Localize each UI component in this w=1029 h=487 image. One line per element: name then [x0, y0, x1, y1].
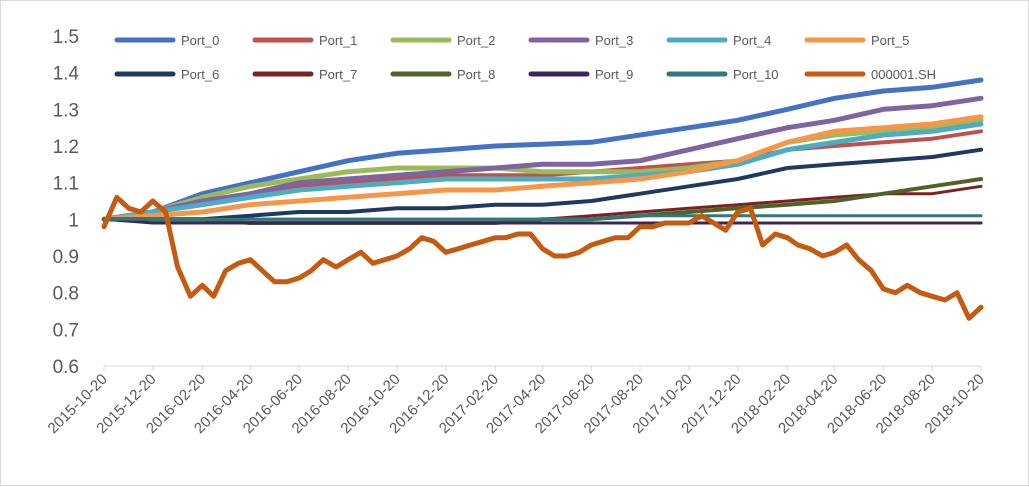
y-tick-label: 1.4 [53, 64, 80, 85]
series-line-port-2 [101, 117, 984, 222]
legend-label: 000001.SH [871, 67, 936, 82]
legend-label: Port_3 [595, 33, 633, 48]
y-tick-label: 1.5 [53, 27, 79, 48]
y-tick-label: 1.2 [53, 137, 79, 158]
series-line-port-10 [102, 214, 983, 221]
legend-label: Port_8 [457, 67, 495, 82]
series-line-port-3 [101, 95, 984, 222]
legend-label: Port_6 [181, 67, 219, 82]
legend-label: Port_1 [319, 33, 357, 48]
x-axis: 2015-10-202015-12-202016-02-202016-04-20… [45, 365, 988, 437]
legend-label: Port_2 [457, 33, 495, 48]
y-tick-label: 1.1 [53, 174, 79, 195]
legend-label: Port_0 [181, 33, 219, 48]
legend-label: Port_5 [871, 33, 909, 48]
legend-label: Port_9 [595, 67, 633, 82]
series-line-port-0 [101, 77, 984, 222]
y-tick-label: 1 [68, 210, 79, 231]
y-tick-label: 0.8 [53, 284, 79, 305]
y-tick-label: 1.3 [53, 100, 79, 121]
y-tick-label: 0.6 [53, 357, 79, 378]
legend-label: Port_7 [319, 67, 357, 82]
legend-label: Port_4 [733, 33, 771, 48]
series-line-port-5 [101, 114, 984, 222]
legend: Port_0 Port_1 Port_2 Port_3 Port_4 Port_5 Port… [114, 33, 936, 82]
series-line-000001-sh [101, 194, 984, 321]
y-axis: 0.6 0.7 0.8 0.9 1 1.1 1.2 1.3 1.4 1.5 [53, 27, 80, 378]
series-line-port-6 [102, 147, 983, 222]
y-tick-label: 0.9 [53, 247, 79, 268]
series-line-port-9 [102, 217, 983, 225]
series-line-port-4 [101, 121, 984, 222]
series-lines [101, 77, 984, 321]
legend-label: Port_10 [733, 67, 779, 82]
y-tick-label: 0.7 [53, 320, 79, 341]
